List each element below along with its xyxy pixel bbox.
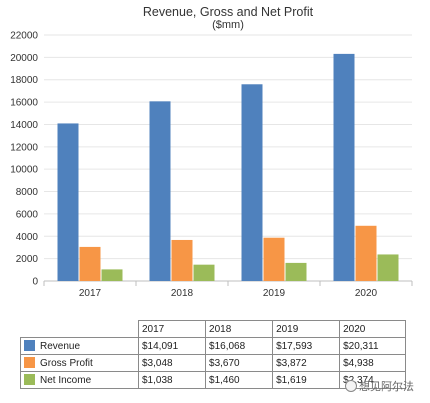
legend-swatch-net-income — [24, 374, 35, 385]
bar — [377, 254, 399, 281]
table-header-cell: 2018 — [205, 320, 274, 338]
table-cell: $16,068 — [205, 337, 274, 355]
y-tick-label: 14000 — [10, 120, 38, 131]
bar — [193, 264, 215, 281]
y-tick-label: 4000 — [16, 232, 39, 243]
legend-label: Gross Profit — [40, 358, 93, 369]
bars — [57, 53, 399, 282]
y-tick-label: 10000 — [10, 165, 38, 176]
bar — [333, 53, 355, 281]
x-tick-label: 2018 — [171, 288, 194, 299]
table-row: Revenue $14,091 $16,068 $17,593 $20,311 — [20, 337, 406, 355]
x-axis: 2017 2018 2019 2020 — [43, 281, 413, 299]
legend-label: Net Income — [40, 375, 92, 386]
bar — [79, 246, 101, 281]
table-header-row: 2017 2018 2019 2020 — [21, 320, 406, 338]
wechat-icon — [345, 380, 357, 392]
table-row: Net Income $1,038 $1,460 $1,619 $2,374 — [20, 371, 406, 389]
table-row-label: Gross Profit — [20, 354, 139, 372]
y-tick-label: 2000 — [16, 254, 39, 265]
data-table: 2017 2018 2019 2020 Revenue $14,091 $16,… — [20, 320, 406, 389]
y-tick-label: 0 — [32, 277, 38, 288]
table-corner — [21, 321, 139, 338]
y-tick-label: 20000 — [10, 53, 38, 64]
y-tick-label: 16000 — [10, 98, 38, 109]
table-cell: $3,872 — [272, 354, 341, 372]
table-cell: $20,311 — [339, 337, 406, 355]
chart-title: Revenue, Gross and Net Profit — [143, 5, 314, 19]
table-cell: $1,460 — [205, 371, 274, 389]
legend-swatch-gross-profit — [24, 357, 35, 368]
bar — [171, 239, 193, 281]
x-tick-label: 2019 — [263, 288, 286, 299]
chart-subtitle: ($mm) — [212, 19, 244, 31]
y-tick-label: 18000 — [10, 75, 38, 86]
legend-label: Revenue — [40, 341, 81, 352]
table-cell: $1,038 — [137, 371, 207, 389]
y-tick-label: 6000 — [16, 209, 39, 220]
table-cell: $14,091 — [137, 337, 207, 355]
table-cell: $1,619 — [272, 371, 341, 389]
x-tick-label: 2017 — [79, 288, 102, 299]
y-tick-label: 8000 — [16, 187, 39, 198]
table-row-label: Net Income — [20, 371, 139, 389]
legend-swatch-revenue — [24, 340, 35, 351]
bar — [263, 237, 285, 281]
chart: Revenue, Gross and Net Profit ($mm) 0 200… — [10, 5, 413, 299]
x-tick-label: 2020 — [355, 288, 378, 299]
bar — [355, 225, 377, 281]
bar — [285, 262, 307, 281]
table-header-cell: 2019 — [272, 320, 341, 338]
y-tick-label: 12000 — [10, 142, 38, 153]
table-row-label: Revenue — [20, 337, 139, 355]
bar — [241, 84, 263, 281]
table-cell: $3,670 — [205, 354, 274, 372]
table-header-cell: 2020 — [339, 320, 406, 338]
table-cell: $3,048 — [137, 354, 207, 372]
bar — [57, 123, 79, 281]
y-tick-label: 22000 — [10, 31, 38, 42]
table-row: Gross Profit $3,048 $3,670 $3,872 $4,938 — [20, 354, 406, 372]
bar — [101, 269, 123, 281]
bar — [149, 101, 171, 282]
watermark-text: 想见阿尔法 — [359, 380, 414, 393]
table-header-cell: 2017 — [137, 320, 207, 338]
table-cell: $4,938 — [339, 354, 406, 372]
watermark: 想见阿尔法 — [345, 378, 414, 394]
y-axis: 0 2000 4000 6000 8000 10000 12000 14000 16000 180… — [10, 31, 38, 288]
table-cell: $17,593 — [272, 337, 341, 355]
